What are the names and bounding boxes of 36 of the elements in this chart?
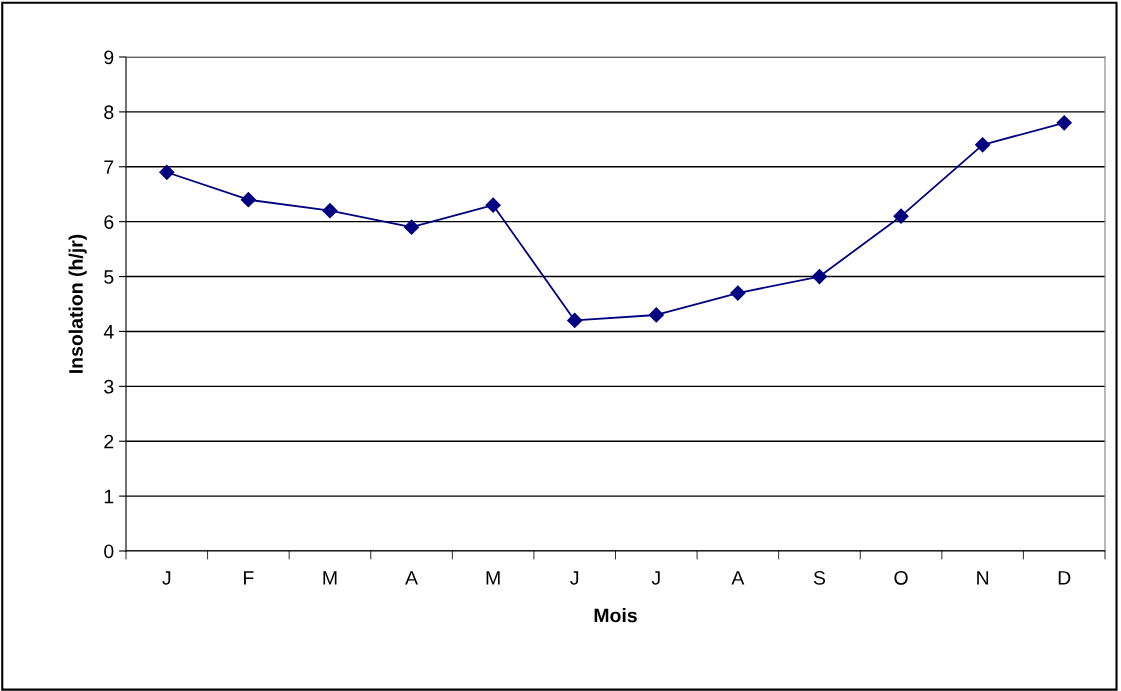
point (322, 203, 338, 219)
point (485, 197, 501, 213)
x-tick-label: M (323, 571, 337, 585)
x-tick-label: A (731, 571, 745, 585)
point (240, 192, 256, 208)
point (567, 312, 583, 329)
y-tick-label: 4 (103, 325, 114, 339)
x-axis-title: Mois (594, 608, 637, 623)
y-tick-label: 8 (104, 105, 114, 120)
point (1056, 115, 1072, 131)
x-tick-label: A (405, 571, 418, 585)
x-tick-label: J (162, 571, 171, 585)
point (403, 219, 420, 235)
x-tick-label: J (651, 571, 660, 585)
point (730, 285, 746, 301)
y-tick-label: 7 (104, 160, 114, 174)
x-tick-label: F (244, 571, 254, 585)
x-tick-label: D (1058, 571, 1071, 585)
x-tick-label: S (813, 570, 826, 585)
point (811, 268, 828, 285)
y-tick-label: 5 (104, 270, 114, 284)
point (159, 164, 175, 180)
y-tick-label: 9 (104, 50, 114, 65)
y-tick-label: 0 (104, 544, 114, 559)
x-tick-label: M (486, 571, 500, 585)
y-tick-label: 1 (104, 489, 114, 504)
x-tick-label: O (894, 570, 908, 585)
y-tick-label: 3 (104, 379, 114, 394)
point (975, 137, 991, 153)
point (648, 307, 664, 323)
y-tick-label: 2 (104, 434, 114, 449)
x-tick-label: N (977, 571, 989, 585)
x-tick-label: J (570, 571, 579, 585)
point (893, 208, 909, 224)
y-tick-label: 6 (104, 215, 114, 229)
y-axis-title: Insolation (h/jr) (68, 234, 87, 373)
